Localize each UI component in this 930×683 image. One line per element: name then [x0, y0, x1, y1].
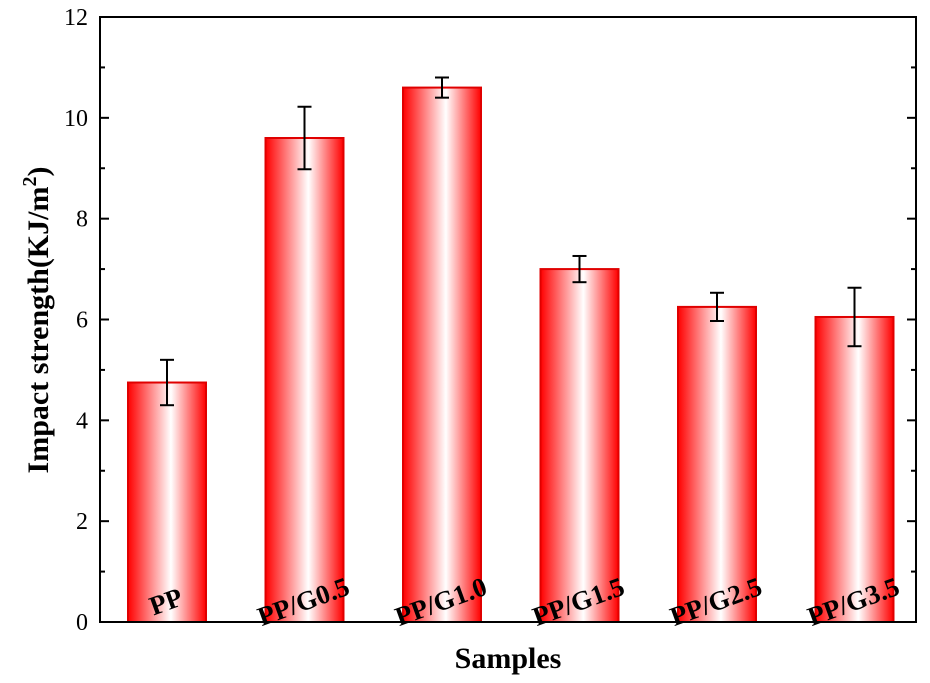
- y-axis-title-superscript: 2: [19, 177, 41, 187]
- plot-frame: [99, 16, 917, 623]
- bar: [677, 305, 757, 623]
- y-tick-label: 12: [64, 5, 88, 31]
- error-bars-layer: [160, 76, 862, 407]
- y-tick-label: 8: [76, 207, 88, 233]
- bar: [127, 381, 207, 624]
- y-tick-label: 2: [76, 509, 88, 535]
- y-axis-title: Impact strength(KJ/m2): [19, 167, 55, 474]
- y-tick-label: 6: [76, 308, 88, 334]
- y-axis-title-close: ): [22, 167, 55, 177]
- y-tick-label: 0: [76, 610, 88, 636]
- y-tick-label: 10: [64, 106, 88, 132]
- bar: [264, 137, 345, 623]
- bar: [539, 268, 620, 623]
- y-axis-ticks: 0 2 4 6 8 10 12: [64, 5, 916, 636]
- y-tick-label: 4: [76, 408, 88, 434]
- bars-layer: [127, 86, 895, 624]
- y-axis-title-main: Impact strength(KJ/m: [22, 187, 55, 474]
- x-axis-title: Samples: [455, 642, 562, 675]
- bar: [402, 86, 482, 624]
